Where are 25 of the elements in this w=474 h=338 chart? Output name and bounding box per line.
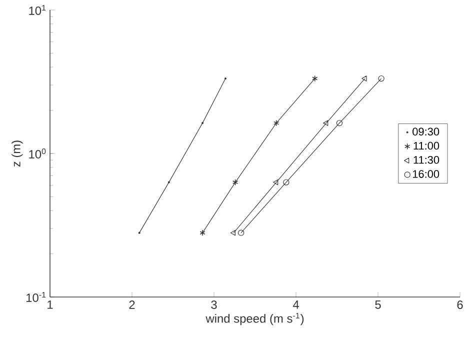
- legend-label: 09:30: [412, 128, 440, 136]
- x-tick-label: 3: [211, 300, 217, 309]
- point: [283, 179, 290, 186]
- point: [238, 230, 244, 236]
- legend-label: 11:30: [414, 156, 440, 164]
- point: [232, 179, 238, 186]
- point: [273, 179, 278, 186]
- x-tick-label: 4: [292, 300, 299, 309]
- point: [323, 120, 328, 126]
- x-tick-label: 6: [457, 300, 463, 309]
- x-tick-label: 2: [129, 300, 135, 309]
- y-tick-label: 10$^{0}$: [29, 148, 46, 158]
- point: [274, 120, 280, 126]
- y-axis-title: z (m): [12, 140, 23, 167]
- point: [378, 75, 384, 82]
- legend-label: 16:00: [412, 170, 440, 178]
- x-tick-label: 1: [48, 300, 53, 309]
- y-tick-label: 10$^{-1}$: [26, 292, 46, 302]
- legend-label: 11:00: [414, 142, 440, 150]
- y-tick-label: 10$^{1}$: [29, 5, 46, 15]
- point: [336, 120, 343, 126]
- x-tick-label: 5: [375, 300, 381, 309]
- point: [230, 230, 236, 236]
- point: [362, 76, 367, 82]
- x-axis-title: wind speed (m s$^{-1}$): [206, 312, 304, 326]
